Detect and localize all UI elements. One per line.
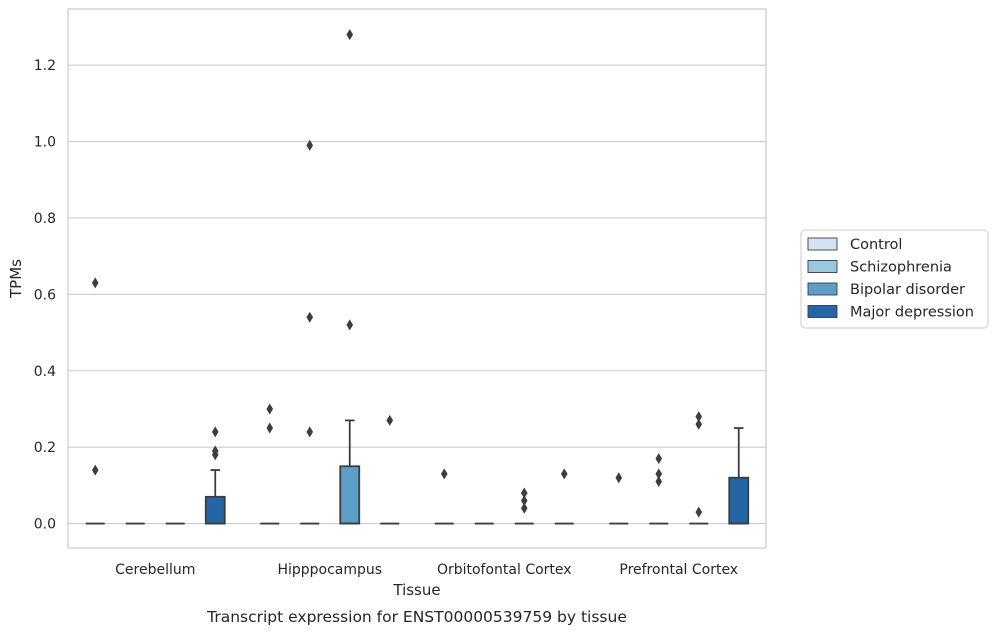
outlier-point [655, 476, 663, 488]
outlier-point [306, 426, 314, 438]
box-schizophrenia [300, 139, 320, 525]
box-major-depression [554, 468, 574, 525]
box-body [204, 495, 226, 525]
gridlines [68, 64, 766, 525]
legend-swatch [807, 260, 838, 273]
x-axis-ticks: Cerebellum Hipppocampus Orbitofontal Corte… [115, 562, 738, 578]
legend-label: Schizophrenia [850, 260, 952, 276]
outlier-point [306, 311, 314, 323]
box-body [728, 476, 750, 525]
box-control [260, 403, 280, 525]
chart-caption: Transcript expression for ENST0000053975… [206, 608, 627, 626]
outlier-point [346, 29, 354, 41]
x-tick-label: Hipppocampus [277, 562, 382, 578]
outlier-point [655, 453, 663, 465]
outlier-point [386, 414, 394, 426]
legend-label: Control [850, 237, 902, 253]
box-control [434, 468, 454, 525]
legend: Control Schizophrenia Bipolar disorder Majo… [800, 229, 989, 329]
box-major-depression [380, 414, 400, 525]
legend-swatch [807, 237, 838, 251]
box-bipolar-disorder [339, 29, 361, 525]
outlier-point [91, 464, 99, 476]
x-tick-label: Prefrontal Cortex [619, 562, 738, 578]
outlier-point [520, 502, 528, 514]
box-major-depression [728, 427, 750, 525]
outlier-point [211, 426, 219, 438]
outlier-point [520, 495, 528, 507]
box-schizophrenia [649, 453, 669, 525]
y-tick-label: 0.2 [34, 440, 56, 456]
x-tick-label: Orbitofontal Cortex [437, 562, 572, 578]
outlier-point [615, 472, 623, 484]
box-body [339, 465, 361, 525]
box-control [85, 277, 105, 525]
outlier-point [211, 449, 219, 461]
box-bipolar-disorder [689, 411, 709, 525]
outlier-point [266, 403, 274, 415]
x-axis-label: Tissue [392, 581, 440, 599]
box-major-depression [204, 426, 226, 525]
legend-swatch [807, 282, 838, 296]
outlier-point [655, 468, 663, 480]
legend-label: Bipolar disorder [850, 282, 965, 298]
outlier-point [520, 487, 528, 499]
box-control [609, 472, 629, 525]
legend-frame [800, 229, 989, 329]
outlier-point [560, 468, 568, 480]
plot-frame [67, 8, 767, 549]
outlier-point [91, 277, 99, 289]
y-axis-label: TPMs [7, 259, 25, 299]
y-axis-ticks: 0.0 0.2 0.4 0.6 0.8 1.0 1.2 [34, 58, 56, 532]
y-tick-label: 1.2 [34, 58, 56, 74]
y-tick-label: 1.0 [34, 135, 56, 151]
outlier-point [306, 139, 314, 151]
outlier-point [695, 506, 703, 518]
y-tick-label: 0.6 [34, 287, 56, 303]
y-tick-label: 0.4 [34, 364, 56, 380]
y-tick-label: 0.0 [34, 517, 56, 533]
outlier-point [695, 411, 703, 423]
legend-label: Major depression [850, 305, 974, 321]
outlier-point [695, 418, 703, 430]
outlier-point [346, 319, 354, 331]
outlier-point [266, 422, 274, 434]
box-plot-series [85, 29, 750, 525]
y-tick-label: 0.8 [34, 211, 56, 227]
outlier-point [440, 468, 448, 480]
box-bipolar-disorder [514, 487, 534, 525]
x-tick-label: Cerebellum [115, 562, 195, 578]
legend-swatch [807, 305, 838, 318]
